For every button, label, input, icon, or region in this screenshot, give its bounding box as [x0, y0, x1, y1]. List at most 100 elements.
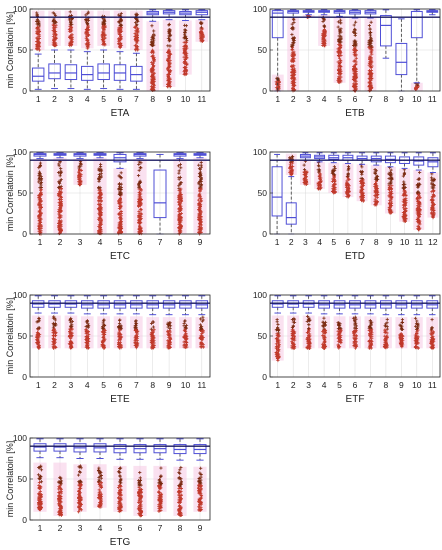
x-tick-label: 3	[78, 237, 83, 247]
y-axis-label: min Correlatoin [%]	[5, 12, 15, 89]
x-tick-label: 9	[167, 94, 172, 104]
box-eta-1	[31, 10, 45, 90]
x-tick-label: 9	[198, 237, 203, 247]
x-tick-label: 1	[38, 237, 43, 247]
iqr-box	[130, 65, 143, 82]
x-tick-label: 3	[306, 94, 311, 104]
y-tick-label: 0	[262, 86, 267, 96]
subplot-etb: 0 50 100 1 2 3 4 5 6 7 8 9 10 11 ETB	[253, 4, 441, 119]
box-etb-7	[364, 9, 377, 93]
x-tick-label: 2	[58, 237, 63, 247]
box-etd-4	[314, 152, 326, 191]
iqr-box	[48, 63, 61, 80]
x-tick-label: 5	[118, 237, 123, 247]
iqr-box	[81, 65, 94, 81]
box-etb-4	[318, 9, 331, 48]
y-tick-label: 100	[13, 147, 27, 157]
iqr-box	[285, 202, 297, 225]
x-tick-label: 1	[36, 94, 41, 104]
iqr-box	[97, 63, 110, 81]
iqr-box	[271, 10, 284, 39]
x-tick-label: 5	[101, 94, 106, 104]
iqr-box	[64, 64, 78, 81]
box-eta-6	[113, 10, 127, 90]
iqr-box	[380, 15, 392, 47]
box-eta-3	[64, 10, 78, 90]
x-tick-label: 11	[197, 94, 206, 104]
box-etb-11	[426, 9, 439, 16]
x-axis-label: ETC	[110, 251, 130, 262]
x-tick-label: 1	[275, 94, 280, 104]
x-tick-label: 7	[134, 94, 139, 104]
box-etc-8	[173, 152, 187, 236]
box-etb-8	[380, 9, 392, 59]
box-etd-2	[285, 153, 297, 235]
box-eta-11	[195, 9, 209, 43]
box-etd-7	[356, 152, 368, 203]
box-eta-10	[179, 9, 192, 77]
box-etd-8	[370, 152, 382, 207]
x-tick-label: 4	[85, 94, 90, 104]
subplot-etc: 0 50 100 1 2 3 4 5 6 7 8 9 ETC min Correlatoin [%]	[5, 147, 211, 262]
box-eta-9	[162, 9, 176, 89]
subplot-eta: 0 50 100 1 2 3 4 5 6 7 8 9 10 11 ETA min Correlatoin [%…	[5, 4, 211, 119]
box-etb-5	[333, 9, 346, 84]
x-tick-label: 3	[69, 94, 74, 104]
box-etc-5	[113, 152, 127, 236]
box-etc-1	[33, 152, 47, 236]
box-eta-7	[130, 10, 143, 90]
box-etc-4	[93, 152, 107, 236]
x-tick-label: 8	[150, 94, 155, 104]
box-etc-3	[73, 152, 87, 187]
x-tick-label: 2	[52, 94, 57, 104]
outlier-band	[179, 20, 192, 75]
box-etd-3	[299, 152, 311, 187]
box-etc-2	[53, 152, 67, 236]
y-tick-label: 0	[22, 86, 27, 96]
iqr-box	[31, 67, 45, 82]
x-tick-label: 6	[118, 94, 123, 104]
iqr-box	[271, 166, 283, 217]
x-tick-label: 8	[384, 94, 389, 104]
outlier-band	[73, 158, 87, 185]
box-etb-6	[349, 9, 361, 93]
x-tick-label: 10	[412, 94, 422, 104]
y-tick-label: 50	[18, 188, 28, 198]
box-etd-6	[342, 152, 354, 199]
x-tick-label: 10	[181, 94, 191, 104]
x-tick-label: 11	[428, 94, 437, 104]
box-etd-1	[271, 153, 283, 235]
x-axis-label: ETA	[111, 108, 130, 119]
box-eta-2	[48, 10, 61, 90]
iqr-box	[395, 42, 408, 76]
iqr-box	[153, 169, 167, 219]
x-tick-label: 6	[353, 94, 358, 104]
x-tick-label: 7	[158, 237, 163, 247]
x-tick-label: 9	[399, 94, 404, 104]
box-etb-2	[287, 9, 300, 93]
box-etc-9	[193, 152, 207, 236]
y-tick-label: 0	[22, 229, 27, 239]
x-tick-label: 8	[178, 237, 183, 247]
y-tick-label: 50	[18, 45, 28, 55]
x-tick-label: 4	[98, 237, 103, 247]
box-etc-6	[133, 152, 147, 236]
box-eta-8	[146, 9, 160, 93]
box-eta-4	[80, 10, 94, 90]
y-axis-label: min Correlatoin [%]	[5, 155, 15, 232]
box-etb-1	[271, 9, 284, 93]
box-eta-5	[97, 10, 110, 90]
box-etb-10	[410, 9, 423, 91]
x-tick-label: 4	[322, 94, 327, 104]
box-etd-5	[328, 152, 340, 195]
y-tick-label: 50	[258, 45, 268, 55]
y-tick-label: 100	[253, 4, 267, 14]
x-tick-label: 5	[337, 94, 342, 104]
x-axis-label: ETB	[345, 108, 365, 119]
iqr-box	[410, 10, 423, 39]
x-tick-label: 7	[368, 94, 373, 104]
x-tick-label: 2	[291, 94, 296, 104]
x-tick-label: 6	[138, 237, 143, 247]
